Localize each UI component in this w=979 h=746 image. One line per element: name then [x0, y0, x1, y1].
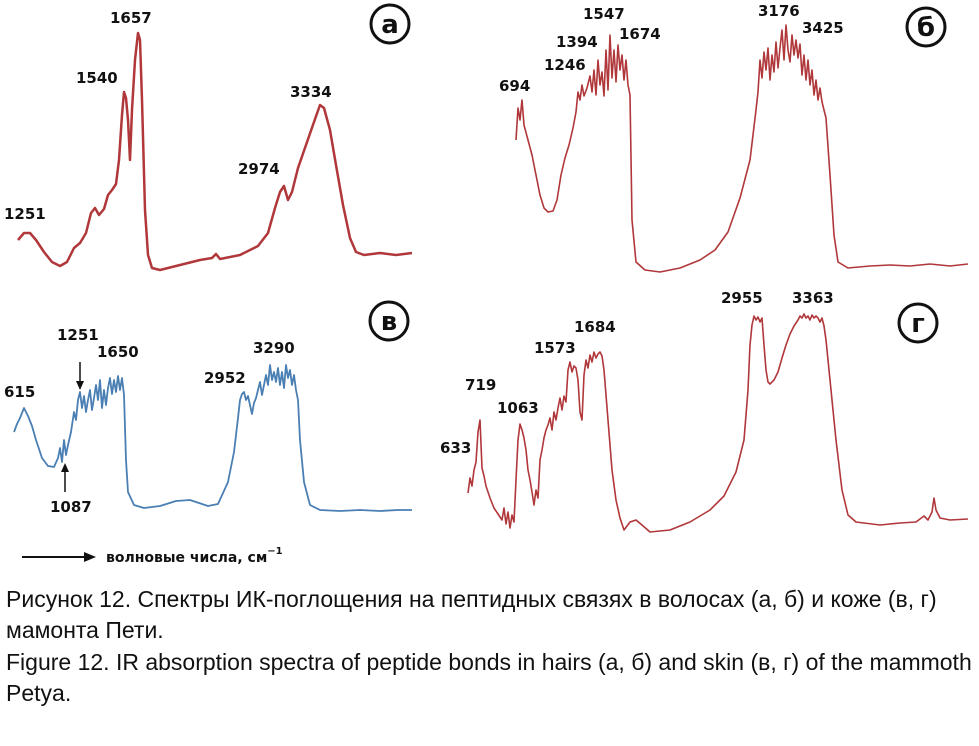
peak-label: 3363 [792, 289, 834, 307]
peak-label: 1251 [57, 326, 99, 344]
peak-label: 1650 [97, 343, 139, 361]
panel-a-spectrum [17, 31, 413, 272]
axis-note: волновые числа, см−1 [22, 546, 283, 566]
peak-label: 1540 [76, 69, 118, 87]
peak-label: 1684 [574, 318, 616, 336]
panel-c: 615 1251 1650 1087 2952 3290 в [4, 300, 412, 516]
peak-label: 1573 [534, 339, 576, 357]
peak-label: 615 [4, 383, 35, 401]
peak-label: 694 [499, 77, 530, 95]
panel-a: 1251 1540 1657 2974 3334 а [4, 3, 413, 272]
panel-letter: в [381, 307, 397, 337]
axis-note-text: волновые числа, см−1 [106, 546, 283, 566]
peak-label: 3425 [802, 19, 844, 37]
figure-caption-english: Figure 12. IR absorption spectra of pept… [6, 649, 972, 706]
peak-label: 633 [440, 439, 471, 457]
peak-label: 2955 [721, 289, 763, 307]
panel-letter: б [917, 13, 935, 43]
figure-caption-russian: Рисунок 12. Спектры ИК-поглощения на пеп… [6, 586, 937, 643]
panel-b: 694 1246 1394 1547 1674 3176 3425 б [499, 2, 969, 273]
panel-d-peak-labels: 633 719 1063 1573 1684 2955 3363 [440, 289, 834, 457]
panel-letter: г [911, 309, 925, 339]
panel-d-letter-badge: г [897, 302, 939, 344]
peak-label: 1547 [583, 5, 625, 23]
arrow-right-icon-head [84, 552, 96, 562]
panel-b-peak-labels: 694 1246 1394 1547 1674 3176 3425 [499, 2, 844, 95]
peak-label: 1063 [497, 399, 539, 417]
panel-b-spectrum [515, 24, 969, 273]
panel-d-spectrum [467, 313, 969, 533]
peak-label: 2952 [204, 369, 246, 387]
peak-label: 1674 [619, 25, 661, 43]
panel-b-letter-badge: б [905, 6, 947, 48]
peak-label: 2974 [238, 160, 280, 178]
panel-letter: а [381, 10, 399, 40]
peak-label: 3334 [290, 83, 332, 101]
panel-d: 633 719 1063 1573 1684 2955 3363 г [440, 289, 969, 533]
panel-c-spectrum [13, 364, 412, 512]
peak-label: 3176 [758, 2, 800, 20]
panel-a-peak-labels: 1251 1540 1657 2974 3334 [4, 9, 332, 223]
peak-label: 1246 [544, 56, 586, 74]
peak-label: 1394 [556, 33, 598, 51]
peak-label: 1251 [4, 205, 46, 223]
panel-a-letter-badge: а [369, 3, 411, 45]
peak-label: 3290 [253, 339, 295, 357]
peak-label: 719 [465, 376, 496, 394]
peak-label: 1657 [110, 9, 152, 27]
peak-label: 1087 [50, 498, 92, 516]
panel-c-arrows [61, 362, 84, 492]
ir-spectra-figure: 1251 1540 1657 2974 3334 а 694 1246 1394… [4, 2, 969, 566]
panel-c-letter-badge: в [368, 300, 410, 342]
panel-c-peak-labels: 615 1251 1650 1087 2952 3290 [4, 326, 295, 516]
